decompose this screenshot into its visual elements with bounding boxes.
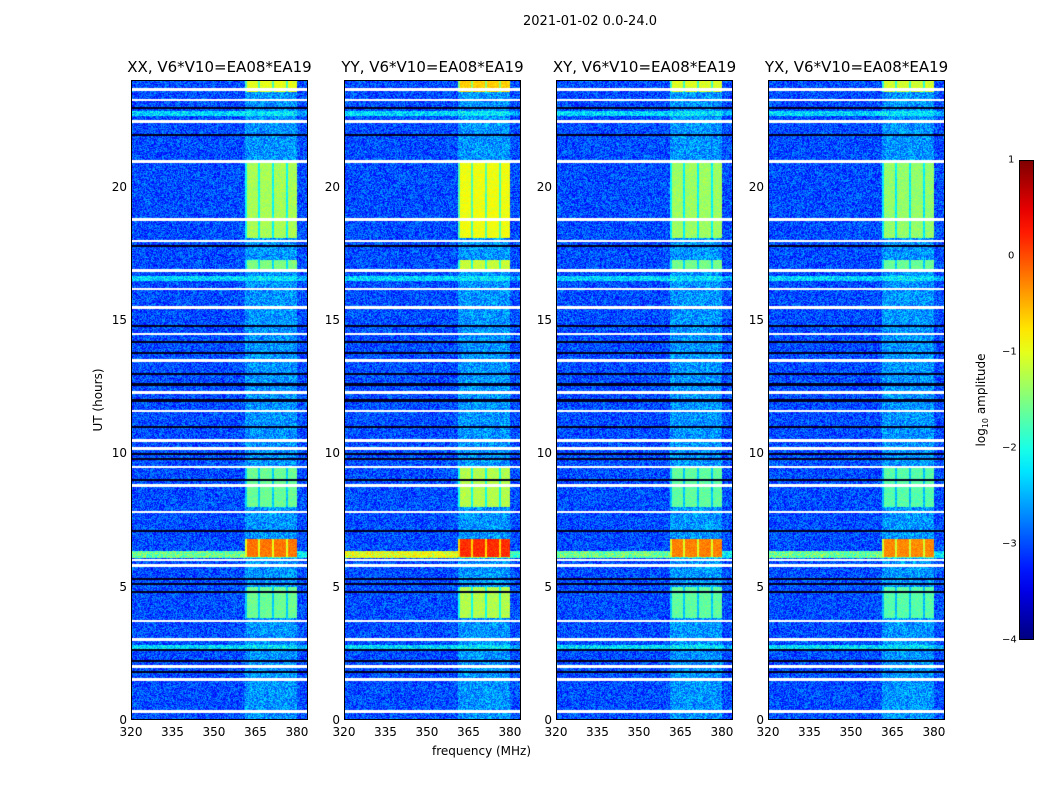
colorbar-label: log10 amplitude [973,353,991,447]
x-axis-label: frequency (MHz) [432,744,532,758]
x-tick-label: 335 [374,725,397,739]
spectrogram-heatmap [769,81,944,719]
x-tick-label: 320 [756,725,780,739]
y-tick-label: 0 [756,713,764,727]
y-tick-label: 10 [111,446,127,461]
y-tick-label: 15 [536,313,552,327]
y-tick-label: 15 [324,313,340,327]
x-tick-label: 365 [457,725,480,739]
x-tick-label: 350 [839,725,863,739]
y-tick-label: 10 [324,446,340,461]
colorbar-tick-label: −1 [1002,346,1017,358]
y-tick-label: 10 [748,446,764,461]
y-axis-label: UT (hours) [91,368,105,432]
x-tick-label: 335 [586,725,609,739]
colorbar [1019,160,1034,640]
y-tick-label: 0 [544,713,552,727]
y-tick-label: 5 [544,579,552,594]
y-tick-label: 0 [119,713,127,727]
colorbar-tick-label: −2 [1002,442,1017,454]
y-tick-label: 20 [748,179,764,194]
x-tick-label: 350 [415,725,439,739]
spectrogram-panel [768,80,945,720]
x-tick-label: 365 [669,725,692,739]
x-tick-label: 320 [119,725,143,739]
y-tick-label: 20 [536,179,552,194]
y-tick-label: 0 [332,713,340,727]
panel-title: YX, V6*V10=EA08*EA19 [764,58,949,76]
x-tick-label: 380 [922,725,946,739]
colorbar-tick-label: −4 [1002,634,1017,646]
x-tick-label: 350 [202,725,226,739]
colorbar-tick-label: 1 [1008,154,1015,166]
colorbar-tick-label: −3 [1002,538,1017,550]
spectrogram-panel [344,80,521,720]
y-tick-label: 5 [119,579,127,594]
y-tick-label: 15 [748,313,764,327]
x-tick-label: 365 [244,725,267,739]
y-tick-label: 15 [111,313,127,327]
y-tick-label: 5 [332,579,340,594]
x-tick-label: 335 [798,725,821,739]
x-tick-label: 335 [161,725,184,739]
x-tick-label: 320 [544,725,568,739]
figure-title: 2021-01-02 0.0-24.0 [523,14,657,29]
spectrogram-heatmap [345,81,520,719]
x-tick-label: 380 [710,725,734,739]
panel-title: XY, V6*V10=EA08*EA19 [552,58,737,76]
spectrogram-panel [556,80,733,720]
y-tick-label: 5 [756,579,764,594]
spectrogram-panel [131,80,308,720]
colorbar-tick-label: 0 [1008,250,1015,262]
x-tick-label: 365 [881,725,904,739]
panel-title: XX, V6*V10=EA08*EA19 [127,58,312,76]
x-tick-label: 380 [498,725,522,739]
x-tick-label: 320 [332,725,356,739]
panel-title: YY, V6*V10=EA08*EA19 [341,58,524,76]
spectrogram-heatmap [132,81,307,719]
x-tick-label: 350 [627,725,651,739]
y-tick-label: 10 [536,446,552,461]
y-tick-label: 20 [324,179,340,194]
x-tick-label: 380 [285,725,309,739]
spectrogram-heatmap [557,81,732,719]
y-tick-label: 20 [111,179,127,194]
